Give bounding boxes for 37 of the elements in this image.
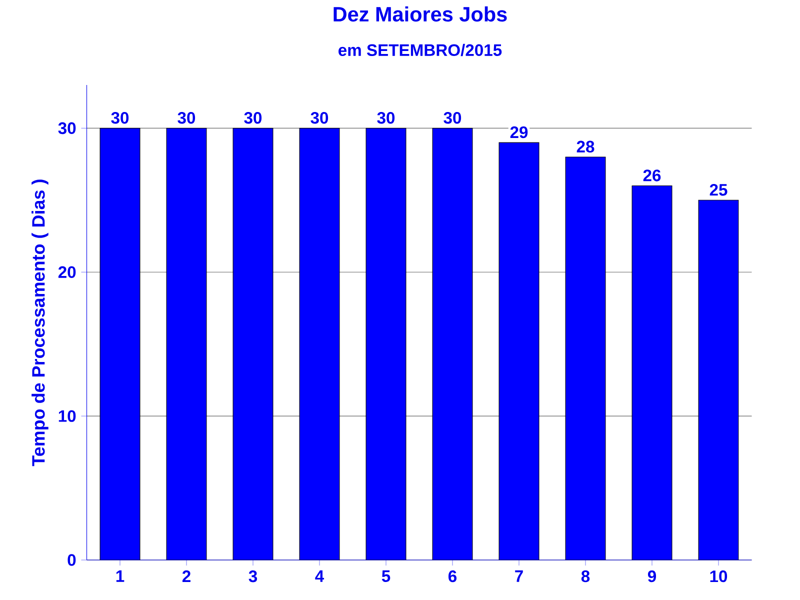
data-label: 26 (643, 170, 661, 182)
bar (432, 128, 473, 560)
bar (166, 128, 207, 560)
bar (565, 156, 606, 560)
x-tick-label: 9 (648, 570, 656, 582)
x-tick-label: 10 (710, 570, 728, 582)
data-label: 30 (310, 112, 328, 124)
y-tick-label: 20 (58, 266, 76, 278)
bar (100, 128, 140, 560)
data-label: 30 (444, 112, 462, 124)
data-label: 30 (244, 112, 262, 124)
x-tick-label: 2 (182, 570, 190, 582)
y-tick-label: 10 (58, 410, 76, 422)
bar (498, 142, 540, 560)
data-label: 25 (710, 184, 728, 196)
data-label: 30 (178, 112, 196, 124)
bar (299, 128, 340, 560)
bar (698, 200, 739, 560)
bar (632, 185, 672, 560)
data-label: 30 (377, 112, 395, 124)
chart-subtitle: em SETEMBRO/2015 (338, 44, 502, 56)
chart-title: Dez Maiores Jobs (334, 6, 507, 22)
data-label: 30 (111, 112, 129, 124)
x-tick-label: 7 (515, 570, 523, 582)
y-tick-label: 30 (58, 122, 76, 134)
x-tick-label: 8 (581, 570, 590, 582)
y-axis-title: Tempo de Processamento ( Dias ) (32, 180, 48, 466)
x-tick-label: 5 (382, 570, 390, 582)
x-tick-label: 6 (448, 570, 457, 582)
data-label: 29 (510, 126, 528, 138)
x-tick-label: 4 (315, 570, 324, 582)
bar (366, 128, 406, 560)
bar (232, 128, 274, 560)
x-tick-label: 1 (116, 570, 124, 582)
x-tick-label: 3 (248, 570, 258, 582)
y-tick-label: 0 (68, 554, 76, 566)
data-label: 28 (576, 140, 594, 153)
